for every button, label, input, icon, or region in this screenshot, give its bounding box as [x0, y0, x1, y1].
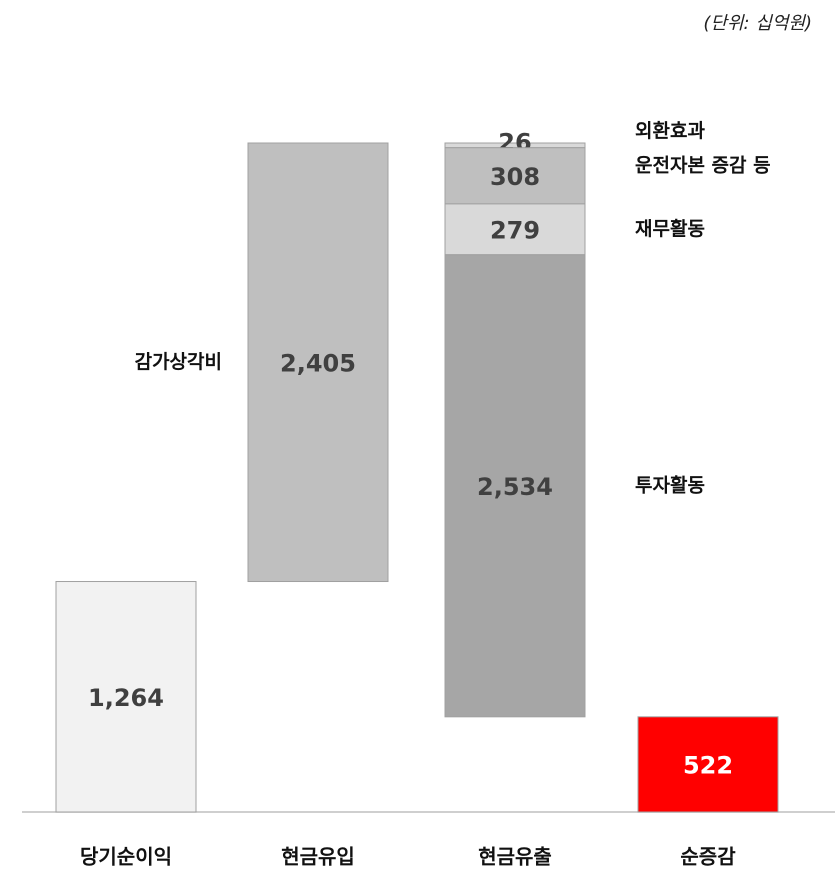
value-label: 1,264 [88, 684, 164, 712]
segment-name: 외환효과 [635, 120, 705, 142]
category-label: 현금유입 [281, 845, 355, 869]
segment-name: 운전자본 증감 등 [635, 154, 771, 176]
bar-segment [637, 716, 779, 813]
bar-segment [247, 142, 389, 583]
value-label: 279 [490, 216, 540, 244]
value-label: 2,405 [280, 349, 356, 377]
segment-name: 재무활동 [635, 218, 705, 240]
value-label: 308 [490, 163, 540, 191]
segment-name: 감가상각비 [135, 351, 222, 373]
category-label: 현금유출 [478, 845, 552, 869]
value-label: 2,534 [477, 473, 553, 501]
category-label: 당기순이익 [80, 845, 172, 869]
unit-note: (단위: 십억원) [703, 13, 812, 34]
category-label: 순증감 [680, 845, 736, 869]
segment-name: 투자활동 [635, 474, 705, 496]
bar-segment [55, 581, 197, 813]
bar-segment [444, 254, 586, 718]
bar-segment [444, 147, 586, 205]
value-label: 522 [683, 751, 733, 779]
